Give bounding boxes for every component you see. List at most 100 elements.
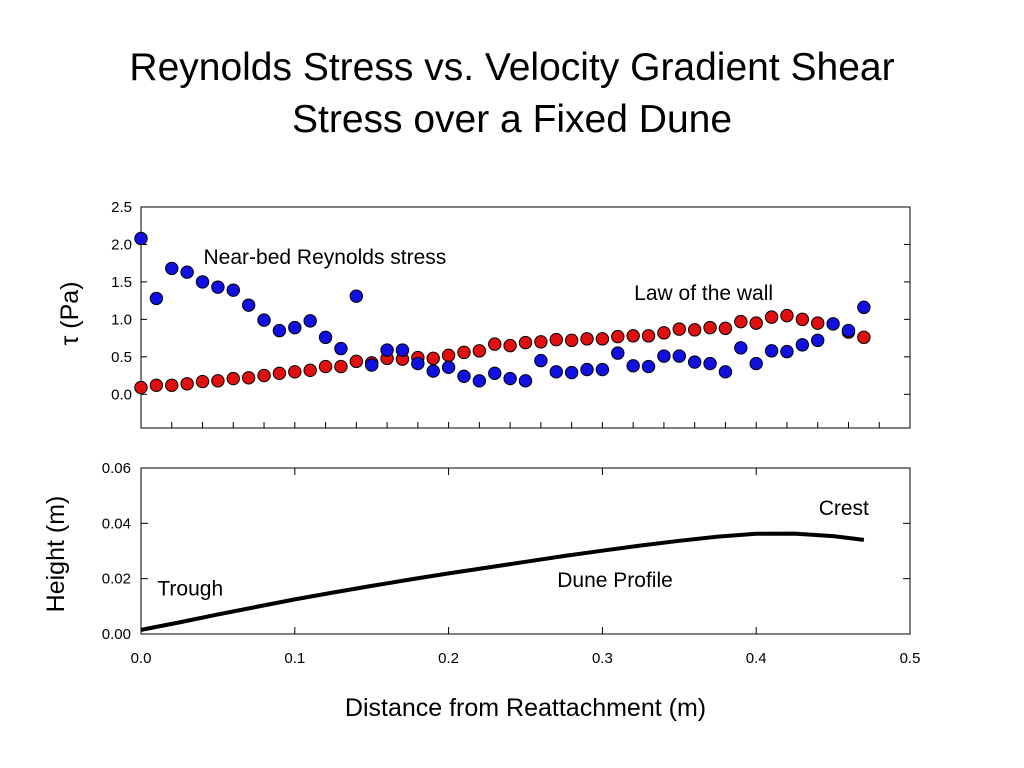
bottom-x-tick-label: 0.0 [131, 650, 152, 667]
reynolds-stress-point [426, 364, 440, 378]
reynolds-stress-point [395, 343, 410, 357]
bottom-x-tick-label: 0.3 [592, 650, 613, 667]
reynolds-stress-point [503, 371, 517, 386]
reynolds-stress-point [626, 359, 640, 373]
top-y-tick-label: 0.5 [111, 349, 132, 366]
reynolds-stress-point [703, 356, 717, 371]
reynolds-stress-point [795, 338, 810, 352]
bottom-y-tick-label: 0.06 [102, 460, 131, 477]
reynolds-stress-point [826, 317, 840, 331]
top-y-tick-label: 2.0 [111, 236, 132, 253]
law-of-the-wall-point [272, 366, 287, 381]
law-of-the-wall-point [518, 335, 533, 350]
bottom-annotation: Trough [157, 577, 223, 600]
top-plot-frame [140, 206, 911, 429]
reynolds-stress-point [195, 275, 210, 289]
bottom-y-axis-title: Height (m) [42, 496, 70, 613]
reynolds-stress-point [349, 289, 364, 303]
reynolds-stress-point [211, 280, 225, 294]
reynolds-stress-point [564, 365, 579, 380]
reynolds-stress-point [580, 362, 594, 377]
law-of-the-wall-point [595, 332, 610, 346]
top-y-tick-label: 1.0 [111, 311, 132, 328]
bottom-x-tick-label: 0.1 [284, 650, 305, 667]
bottom-annotation: Dune Profile [557, 569, 673, 592]
law-of-the-wall-point [857, 330, 871, 345]
law-of-the-wall-point [303, 363, 317, 378]
top-y-tick-label: 0.0 [111, 386, 132, 403]
slide-title: Reynolds Stress vs. Velocity Gradient Sh… [0, 42, 1024, 146]
title-line-1: Reynolds Stress vs. Velocity Gradient Sh… [129, 46, 895, 89]
law-of-the-wall-point [580, 332, 594, 346]
law-of-the-wall-point [349, 354, 364, 369]
reynolds-stress-point [457, 369, 471, 384]
top-annotation: Near-bed Reynolds stress [204, 246, 447, 269]
law-of-the-wall-point [534, 335, 548, 349]
law-of-the-wall-point [211, 374, 225, 388]
title-line-2: Stress over a Fixed Dune [291, 98, 733, 141]
bottom-annotation: Crest [819, 497, 869, 520]
reynolds-stress-point [641, 359, 656, 374]
law-of-the-wall-point [703, 320, 717, 335]
law-of-the-wall-point [288, 365, 302, 379]
law-of-the-wall-point [564, 333, 579, 348]
bottom-y-tick-label: 0.02 [102, 571, 131, 588]
law-of-the-wall-point [488, 337, 502, 351]
law-of-the-wall-point [257, 368, 271, 383]
bottom-x-tick-label: 0.4 [746, 650, 767, 667]
reynolds-stress-point [472, 374, 487, 388]
bottom-y-tick-label: 0.00 [102, 626, 131, 643]
reynolds-stress-point [134, 231, 148, 246]
reynolds-stress-point [657, 349, 671, 363]
reynolds-stress-point [241, 298, 256, 312]
law-of-the-wall-point [426, 351, 440, 366]
top-y-axis-title: τ (Pa) [56, 281, 84, 345]
law-of-the-wall-point [764, 310, 779, 324]
reynolds-stress-point [149, 291, 164, 306]
law-of-the-wall-point [672, 322, 686, 336]
reynolds-stress-point [857, 300, 871, 315]
law-of-the-wall-point [457, 345, 471, 360]
reynolds-stress-point [595, 362, 610, 377]
reynolds-stress-point [180, 265, 194, 279]
bottom-x-tick-label: 0.2 [438, 650, 459, 667]
law-of-the-wall-point [749, 316, 763, 330]
reynolds-stress-point [780, 344, 794, 359]
law-of-the-wall-point [795, 312, 810, 327]
law-of-the-wall-point [549, 332, 563, 347]
reynolds-stress-point [841, 323, 856, 338]
reynolds-stress-point [288, 320, 302, 335]
bottom-plot-frame [140, 467, 911, 635]
law-of-the-wall-point [626, 329, 640, 343]
law-of-the-wall-point [718, 321, 733, 336]
bottom-x-tick-label: 0.5 [900, 650, 921, 667]
reynolds-stress-point [318, 330, 333, 345]
reynolds-stress-point [749, 356, 763, 371]
law-of-the-wall-point [241, 371, 256, 385]
x-axis-title: Distance from Reattachment (m) [345, 694, 706, 722]
top-y-tick-label: 1.5 [111, 274, 132, 291]
reynolds-stress-point [165, 261, 179, 276]
dune-profile-line [140, 531, 865, 632]
law-of-the-wall-point [334, 359, 348, 374]
law-of-the-wall-point [811, 316, 825, 330]
reynolds-stress-point [811, 333, 825, 348]
reynolds-stress-point [718, 365, 733, 379]
reynolds-stress-point [441, 360, 456, 375]
reynolds-stress-point [734, 341, 748, 355]
bottom-y-tick-label: 0.04 [102, 515, 131, 532]
law-of-the-wall-point [611, 329, 625, 344]
law-of-the-wall-point [780, 308, 794, 323]
top-annotation: Law of the wall [634, 282, 773, 305]
reynolds-stress-point [518, 374, 533, 388]
law-of-the-wall-point [165, 378, 179, 392]
reynolds-stress-point [380, 343, 394, 357]
law-of-the-wall-point [687, 323, 702, 337]
reynolds-stress-point [672, 349, 686, 363]
law-of-the-wall-point [657, 326, 671, 340]
reynolds-stress-point [764, 344, 779, 358]
law-of-the-wall-point [318, 359, 333, 374]
reynolds-stress-point [534, 353, 548, 368]
reynolds-stress-panel: 0.0 0.5 1.0 1.5 2.0 2.5 τ (Pa) Near-bed Reynold… [56, 199, 911, 429]
